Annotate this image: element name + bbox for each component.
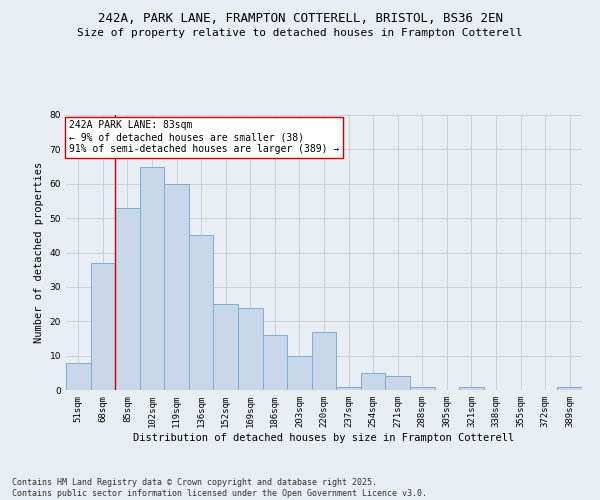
Bar xyxy=(459,386,484,390)
Y-axis label: Number of detached properties: Number of detached properties xyxy=(34,162,44,343)
Bar xyxy=(140,166,164,390)
Bar xyxy=(263,335,287,390)
Bar xyxy=(557,386,582,390)
Bar xyxy=(385,376,410,390)
X-axis label: Distribution of detached houses by size in Frampton Cotterell: Distribution of detached houses by size … xyxy=(133,432,515,442)
Bar xyxy=(91,263,115,390)
Text: 242A PARK LANE: 83sqm
← 9% of detached houses are smaller (38)
91% of semi-detac: 242A PARK LANE: 83sqm ← 9% of detached h… xyxy=(68,120,339,154)
Bar xyxy=(336,386,361,390)
Bar xyxy=(287,356,312,390)
Bar xyxy=(238,308,263,390)
Text: Contains HM Land Registry data © Crown copyright and database right 2025.
Contai: Contains HM Land Registry data © Crown c… xyxy=(12,478,427,498)
Bar xyxy=(189,236,214,390)
Bar xyxy=(214,304,238,390)
Bar xyxy=(115,208,140,390)
Bar xyxy=(164,184,189,390)
Text: Size of property relative to detached houses in Frampton Cotterell: Size of property relative to detached ho… xyxy=(77,28,523,38)
Bar xyxy=(361,373,385,390)
Bar xyxy=(312,332,336,390)
Text: 242A, PARK LANE, FRAMPTON COTTERELL, BRISTOL, BS36 2EN: 242A, PARK LANE, FRAMPTON COTTERELL, BRI… xyxy=(97,12,503,26)
Bar xyxy=(410,386,434,390)
Bar xyxy=(66,362,91,390)
